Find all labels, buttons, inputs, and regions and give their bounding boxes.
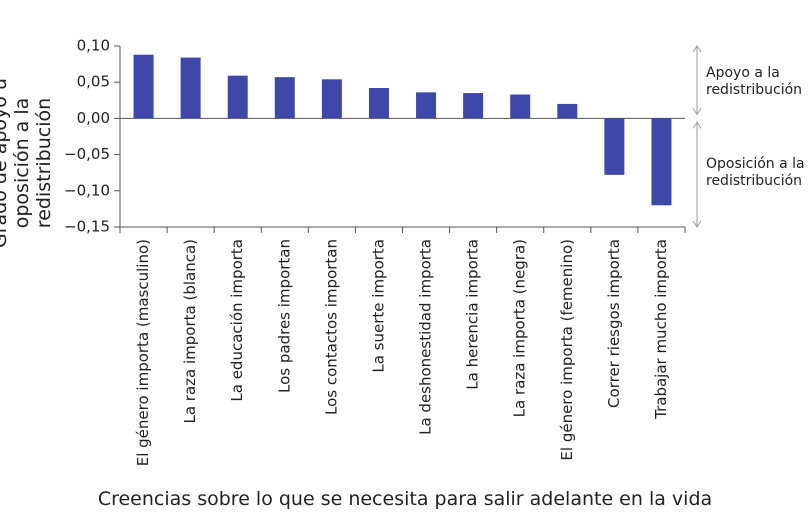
x-tick-label: La educación importa <box>228 239 246 402</box>
y-tick-label: 0,05 <box>77 73 110 91</box>
x-tick-label: La raza importa (blanca) <box>181 239 199 424</box>
bar <box>227 75 248 119</box>
y-tick-label: −0,05 <box>64 145 110 163</box>
y-tick-label: 0,10 <box>77 37 110 55</box>
x-tick-label: Los padres importan <box>275 239 293 393</box>
y-tick-label: 0,00 <box>77 109 110 127</box>
bar <box>133 54 154 119</box>
x-tick-label: La raza importa (negra) <box>511 239 529 417</box>
x-tick-label: La suerte importa <box>369 239 387 373</box>
arrow-head <box>692 121 702 129</box>
arrow-head <box>692 108 702 116</box>
annotation: Oposición a la redistribución <box>706 155 805 189</box>
bar <box>463 93 484 119</box>
x-tick-label: La deshonestidad importa <box>417 239 435 435</box>
bar <box>510 94 531 119</box>
arrow-head <box>692 220 702 228</box>
x-tick-label: Trabajar mucho importa <box>652 239 670 420</box>
x-tick-label: La herencia importa <box>464 239 482 390</box>
bar <box>651 118 672 206</box>
y-tick-label: −0,10 <box>64 181 110 199</box>
x-axis-label: Creencias sobre lo que se necesita para … <box>97 488 713 510</box>
bar <box>368 87 389 119</box>
x-tick-label: El género importa (femenino) <box>558 239 576 461</box>
x-tick-label: Correr riesgos importa <box>605 239 623 408</box>
bar <box>416 92 437 119</box>
bar <box>321 79 342 119</box>
x-tick-label: Los contactos importan <box>322 239 340 415</box>
y-axis-label: Grado de apoyo u oposición a la redistri… <box>0 78 55 248</box>
arrow-head <box>692 45 702 53</box>
annotation: Apoyo a la redistribución <box>706 65 803 99</box>
y-tick-label: −0,15 <box>64 218 110 236</box>
bar <box>274 77 295 119</box>
bar <box>604 118 625 175</box>
bar <box>180 57 201 119</box>
bar <box>557 103 578 119</box>
x-tick-label: El género importa (masculino) <box>134 239 152 466</box>
